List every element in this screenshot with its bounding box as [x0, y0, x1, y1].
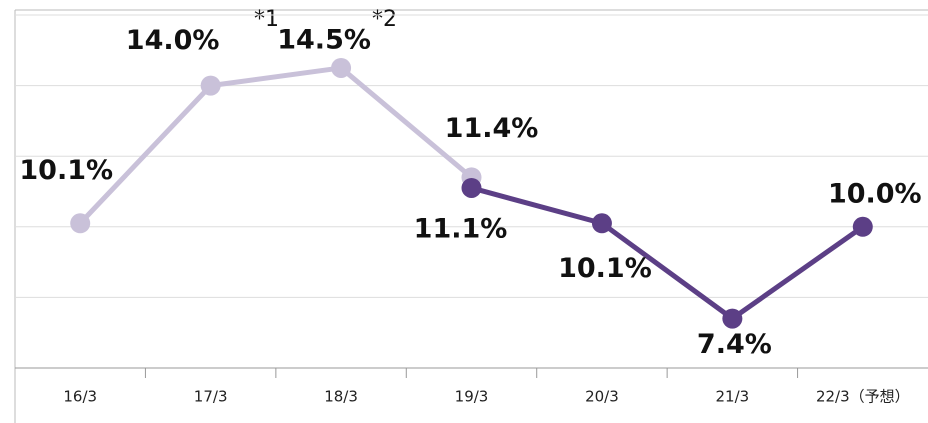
line: [78, 65, 474, 225]
point: [722, 308, 743, 329]
x-tick-label: 17/3: [194, 388, 228, 406]
line: [470, 185, 865, 322]
point: [200, 75, 221, 96]
data-label: 10.1%: [19, 155, 113, 186]
data-label: 7.4%: [697, 329, 772, 360]
point: [331, 57, 352, 78]
annotation: *1: [254, 7, 279, 32]
point: [461, 177, 482, 198]
data-label: 14.5%: [277, 24, 371, 55]
x-tick-label: 20/3: [585, 388, 619, 406]
data-label: 14.0%: [126, 25, 220, 56]
point: [852, 216, 873, 237]
data-label: 10.1%: [558, 253, 652, 284]
x-tick-label: 22/3（予想）: [816, 388, 910, 406]
x-tick-label: 16/3: [63, 388, 97, 406]
point: [591, 213, 612, 234]
x-tick-label: 21/3: [716, 388, 750, 406]
x-tick-label: 19/3: [455, 388, 489, 406]
data-label: 11.4%: [445, 113, 539, 144]
data-label: 11.1%: [414, 213, 508, 244]
x-tick-label: 18/3: [324, 388, 358, 406]
annotation: *2: [372, 7, 397, 32]
data-label: 10.0%: [828, 178, 922, 209]
point: [70, 213, 91, 234]
